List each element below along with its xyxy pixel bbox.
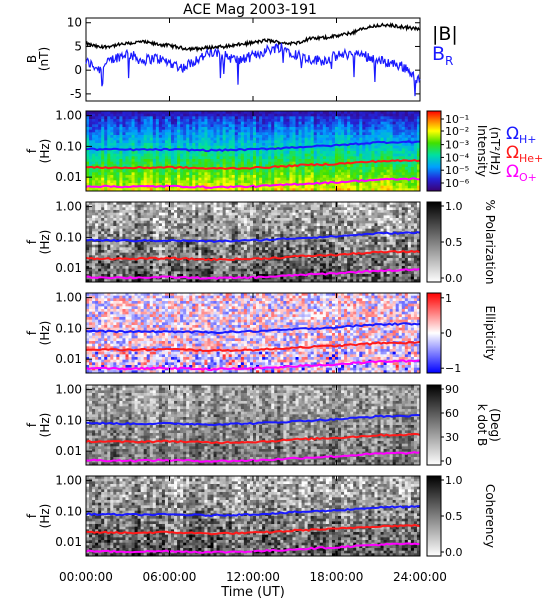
- o-plus-legend: ΩO+: [506, 162, 537, 184]
- polarization-h-plus-gyro-line: [85, 231, 421, 244]
- intensity-panel: 1.00 0.10 0.01 f (Hz) 10⁻¹10⁻²10⁻³10⁻⁴10⁻⁵10⁻…: [25, 109, 502, 192]
- xaxis-label: Time (UT): [220, 585, 285, 600]
- intensity-colorbar: [426, 110, 442, 192]
- b-magnitude-series-line: [85, 21, 421, 53]
- coherency-he-plus-gyro-line: [85, 523, 421, 536]
- kdotb-ylabel-2: (Hz): [38, 413, 52, 438]
- kdotb-colorbar-tick-label: 90: [445, 383, 459, 396]
- x-tick-label: 06:00:00: [143, 570, 197, 584]
- intensity-y-tick-label: 1.00: [55, 109, 82, 123]
- intensity-colorbar-tick-label: 10⁻⁶: [445, 177, 470, 190]
- coherency-y-tick-label: 0.01: [55, 535, 82, 549]
- intensity-y-tick-label: 0.10: [55, 139, 82, 153]
- coherency-y-tick-label: 1.00: [55, 474, 82, 488]
- kdotb-panel: 1.00 0.10 0.01 f (Hz) 90 60 30 0 k dot B (Deg): [25, 383, 502, 468]
- field-ylabel-2: (nT): [37, 47, 51, 71]
- kdotb-y-tick-label: 1.00: [55, 383, 82, 397]
- intensity-ylabel-2: (Hz): [38, 139, 52, 164]
- x-tick-label: 00:00:00: [59, 570, 113, 584]
- ellipticity-y-tick-label: 1.00: [55, 291, 82, 305]
- ellipticity-ylabel-1: f: [25, 330, 39, 335]
- coherency-ylabel-2: (Hz): [38, 504, 52, 529]
- coherency-panel: 1.00 0.10 0.01 f (Hz) 1.0 0.5 0.0 Coherency: [25, 474, 497, 559]
- polarization-colorbar-tick-label: 0.0: [445, 272, 463, 285]
- coherency-colorbar-tick-label: 0.0: [445, 546, 463, 559]
- ellipticity-colorbar-tick-label: −1: [445, 362, 461, 375]
- kdotb-colorbar: [426, 384, 442, 466]
- ellipticity-colorbar: [426, 292, 442, 374]
- kdotb-colorbar-tick-label: 60: [445, 407, 459, 420]
- intensity-colorbar-tick-label: 10⁻⁴: [445, 151, 470, 164]
- kdotb-y-tick-label: 0.10: [55, 413, 82, 427]
- coherency-colorbar-tick-label: 0.5: [445, 510, 463, 523]
- x-tick-label: 12:00:00: [226, 570, 280, 584]
- b-r-legend: BR: [432, 43, 453, 68]
- intensity-colorbar-label-2: (nT²/Hz): [488, 127, 502, 175]
- ellipticity-ylabel-2: (Hz): [38, 321, 52, 346]
- polarization-panel: 1.00 0.10 0.01 f (Hz) 1.0 0.5 0.0 % Polarization: [25, 200, 497, 285]
- intensity-colorbar-label-1: Intensity: [475, 125, 489, 177]
- polarization-colorbar-label-1: % Polarization: [483, 200, 497, 285]
- polarization-he-plus-gyro-line: [85, 250, 421, 262]
- polarization-y-tick-label: 0.01: [55, 261, 82, 275]
- kdotb-colorbar-tick-label: 0: [445, 455, 452, 468]
- ellipticity-panel: 1.00 0.10 0.01 f (Hz) 1 0 −1 Ellipticity: [25, 291, 497, 376]
- intensity-y-tick-label: 0.01: [55, 170, 82, 184]
- field-y-tick-label: 10: [67, 16, 82, 30]
- polarization-ylabel-2: (Hz): [38, 230, 52, 255]
- b-magnitude-legend: |B|: [432, 23, 458, 45]
- intensity-colorbar-tick-label: 10⁻²: [445, 125, 469, 138]
- ellipticity-colorbar-label-1: Ellipticity: [483, 306, 497, 361]
- kdotb-he-plus-gyro-line: [85, 432, 421, 445]
- kdotb-h-plus-gyro-line: [85, 413, 421, 427]
- polarization-colorbar-tick-label: 1.0: [445, 200, 463, 213]
- coherency-colorbar: [426, 475, 442, 557]
- field-y-ticks: 10 5 0 -5: [67, 16, 420, 101]
- kdotb-colorbar-label-2: (Deg): [488, 408, 502, 442]
- ellipticity-colorbar-tick-label: 0: [445, 327, 452, 340]
- intensity-h-plus-gyro-line: [85, 140, 420, 153]
- intensity-o-plus-gyro-line: [85, 177, 420, 190]
- field-y-tick-label: 5: [74, 39, 82, 53]
- polarization-y-tick-label: 1.00: [55, 200, 82, 214]
- field-panel: 10 5 0 -5 B (nT) |B| BR: [25, 16, 458, 102]
- spectral-panels: 1.000.100.01f (Hz)10⁻¹10⁻²10⁻³10⁻⁴10⁻⁵10⁻…: [25, 109, 502, 559]
- coherency-ylabel-1: f: [25, 513, 39, 518]
- coherency-colorbar-tick-label: 1.0: [445, 474, 463, 487]
- x-tick-label: 24:00:00: [393, 570, 447, 584]
- kdotb-y-tick-label: 0.01: [55, 444, 82, 458]
- kdotb-colorbar-tick-label: 30: [445, 431, 459, 444]
- ellipticity-y-tick-label: 0.01: [55, 352, 82, 366]
- kdotb-ylabel-1: f: [25, 422, 39, 427]
- field-ylabel-1: B: [25, 55, 39, 63]
- ellipticity-colorbar-tick-label: 1: [445, 292, 452, 305]
- polarization-y-tick-label: 0.10: [55, 230, 82, 244]
- coherency-h-plus-gyro-line: [85, 505, 421, 518]
- b-r-series-line: [85, 43, 421, 97]
- intensity-colorbar-tick-label: 10⁻⁵: [445, 164, 469, 177]
- ellipticity-y-tick-label: 0.10: [55, 321, 82, 335]
- intensity-colorbar-tick-label: 10⁻¹: [445, 113, 469, 126]
- intensity-he-plus-gyro-line: [85, 158, 421, 170]
- ellipticity-he-plus-gyro-line: [85, 340, 421, 353]
- x-tick-label: 18:00:00: [310, 570, 364, 584]
- polarization-colorbar-tick-label: 0.5: [445, 236, 463, 249]
- field-y-tick-label: -5: [70, 87, 82, 101]
- intensity-ylabel-1: f: [25, 148, 39, 153]
- kdotb-o-plus-gyro-line: [85, 451, 421, 463]
- polarization-ylabel-1: f: [25, 239, 39, 244]
- time-axis: 00:00:00 06:00:00 12:00:00 18:00:00 24:00:00: [59, 18, 447, 584]
- coherency-y-tick-label: 0.10: [55, 504, 82, 518]
- polarization-colorbar: [426, 201, 442, 283]
- polarization-o-plus-gyro-line: [85, 267, 421, 281]
- coherency-colorbar-label-1: Coherency: [483, 484, 497, 548]
- ellipticity-h-plus-gyro-line: [85, 322, 421, 334]
- kdotb-colorbar-label-1: k dot B: [475, 404, 489, 446]
- field-y-tick-label: 0: [74, 63, 82, 77]
- intensity-colorbar-tick-label: 10⁻³: [445, 139, 469, 152]
- figure-title: ACE Mag 2003-191: [183, 2, 317, 18]
